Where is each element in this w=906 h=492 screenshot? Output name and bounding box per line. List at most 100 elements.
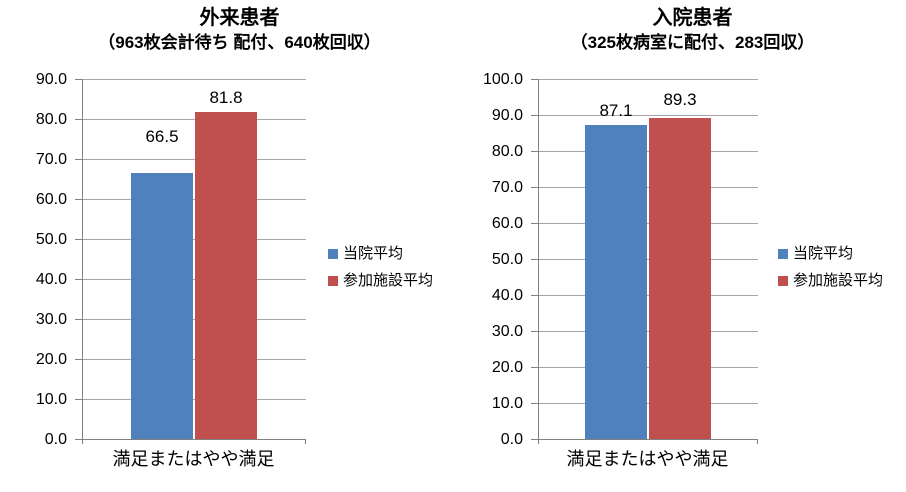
y-axis-tick-label: 20.0 (35, 351, 67, 368)
gridline (83, 279, 306, 280)
gridline (539, 295, 758, 296)
y-axis-tick (75, 79, 82, 80)
legend-item: 当院平均 (328, 240, 433, 267)
y-axis-tick (531, 223, 538, 224)
gridline (83, 79, 306, 80)
bar-value-label: 81.8 (209, 88, 243, 107)
chart-title: 外来患者 (199, 7, 280, 29)
bar-hospital-avg (131, 173, 193, 439)
y-axis-tick-label: 80.0 (491, 143, 523, 160)
legend: 当院平均 参加施設平均 (778, 240, 883, 294)
y-axis-tick-label: 80.0 (35, 111, 67, 128)
gridline (539, 403, 758, 404)
y-axis-tick (75, 319, 82, 320)
y-axis-tick (75, 399, 82, 400)
y-axis-tick-label: 60.0 (35, 191, 67, 208)
y-axis-tick-label: 40.0 (491, 287, 523, 304)
y-axis-tick (531, 295, 538, 296)
inpatient-chart: 入院患者 （325枚病室に配付、283回収） 0.0 10.0 20.0 30.0 40… (453, 0, 906, 492)
y-axis-tick-label: 90.0 (491, 107, 523, 124)
legend-swatch-hospital-avg (328, 248, 338, 259)
y-axis-tick-label: 70.0 (491, 179, 523, 196)
gridline (539, 223, 758, 224)
x-axis-end-tick (757, 439, 758, 444)
legend-label-facilities-avg: 参加施設平均 (793, 271, 884, 289)
y-axis-tick (75, 199, 82, 200)
chart-subtitle: （963枚会計待ち 配付、640枚回収） (98, 33, 381, 52)
legend-item: 参加施設平均 (778, 267, 883, 294)
y-axis-line (538, 79, 539, 444)
x-axis-category-label: 満足またはやや満足 (566, 449, 729, 469)
gridline (83, 359, 306, 360)
gridline (539, 367, 758, 368)
gridline (539, 187, 758, 188)
plot-area: 0.0 10.0 20.0 30.0 40.0 50.0 60.0 70.0 80.0 90.0 1… (453, 0, 906, 492)
y-axis-tick-label: 50.0 (491, 251, 523, 268)
y-axis-tick (75, 439, 82, 440)
gridline (539, 151, 758, 152)
y-axis-tick-label: 30.0 (491, 323, 523, 340)
legend: 当院平均 参加施設平均 (328, 240, 433, 294)
legend-label-hospital-avg: 当院平均 (343, 244, 404, 262)
y-axis-tick-label: 10.0 (35, 391, 67, 408)
chart-subtitle: （325枚病室に配付、283回収） (570, 33, 815, 52)
y-axis-tick-label: 50.0 (35, 231, 67, 248)
y-axis-tick-label: 0.0 (44, 431, 67, 448)
y-axis-tick-label: 10.0 (491, 395, 523, 412)
y-axis-tick (531, 187, 538, 188)
gridline (83, 159, 306, 160)
y-axis-tick (531, 151, 538, 152)
gridline (83, 199, 306, 200)
y-axis-tick-label: 100.0 (482, 71, 523, 88)
y-axis-tick-label: 40.0 (35, 271, 67, 288)
y-axis-tick (531, 331, 538, 332)
x-axis-line (82, 439, 306, 440)
y-axis-tick (75, 359, 82, 360)
gridline (539, 259, 758, 260)
y-axis-tick (75, 159, 82, 160)
y-axis-tick (531, 403, 538, 404)
chart-title: 入院患者 (652, 7, 733, 29)
y-axis-tick (75, 239, 82, 240)
gridline (539, 79, 758, 80)
bar-hospital-avg (585, 125, 647, 439)
bar-value-label: 89.3 (663, 90, 697, 109)
outpatient-chart: 外来患者 （963枚会計待ち 配付、640枚回収） 0.0 10.0 20.0 30.… (35, 7, 433, 469)
y-axis-tick (531, 367, 538, 368)
gridline (83, 119, 306, 120)
y-axis-tick-label: 30.0 (35, 311, 67, 328)
x-axis-line (538, 439, 758, 440)
y-axis-tick-label: 0.0 (500, 431, 523, 448)
y-axis-tick-label: 60.0 (491, 215, 523, 232)
y-axis-tick-label: 90.0 (35, 71, 67, 88)
gridline (83, 319, 306, 320)
bar-facilities-avg (195, 112, 257, 439)
y-axis-tick (531, 259, 538, 260)
x-axis-category-label: 満足またはやや満足 (112, 449, 275, 469)
y-axis-tick (531, 115, 538, 116)
y-axis-tick (75, 279, 82, 280)
legend-label-hospital-avg: 当院平均 (793, 244, 854, 262)
legend-swatch-hospital-avg (778, 248, 788, 259)
legend-item: 参加施設平均 (328, 267, 433, 294)
x-axis-end-tick (305, 439, 306, 444)
bar-facilities-avg (649, 118, 711, 439)
gridline (83, 239, 306, 240)
legend-label-facilities-avg: 参加施設平均 (343, 271, 434, 289)
y-axis-tick-label: 70.0 (35, 151, 67, 168)
plot-area: 0.0 10.0 20.0 30.0 40.0 50.0 60.0 70.0 80.0 90.0 6… (35, 71, 306, 448)
legend-swatch-facilities-avg (328, 275, 338, 286)
bar-value-label: 66.5 (145, 127, 179, 146)
legend-item: 当院平均 (778, 240, 883, 267)
y-axis-tick-label: 20.0 (491, 359, 523, 376)
y-axis-tick (531, 79, 538, 80)
gridline (539, 115, 758, 116)
y-axis-tick (531, 439, 538, 440)
y-axis-tick (75, 119, 82, 120)
bar-value-label: 87.1 (599, 101, 633, 120)
gridline (83, 399, 306, 400)
gridline (539, 331, 758, 332)
y-axis-line (82, 79, 83, 444)
legend-swatch-facilities-avg (778, 275, 788, 286)
